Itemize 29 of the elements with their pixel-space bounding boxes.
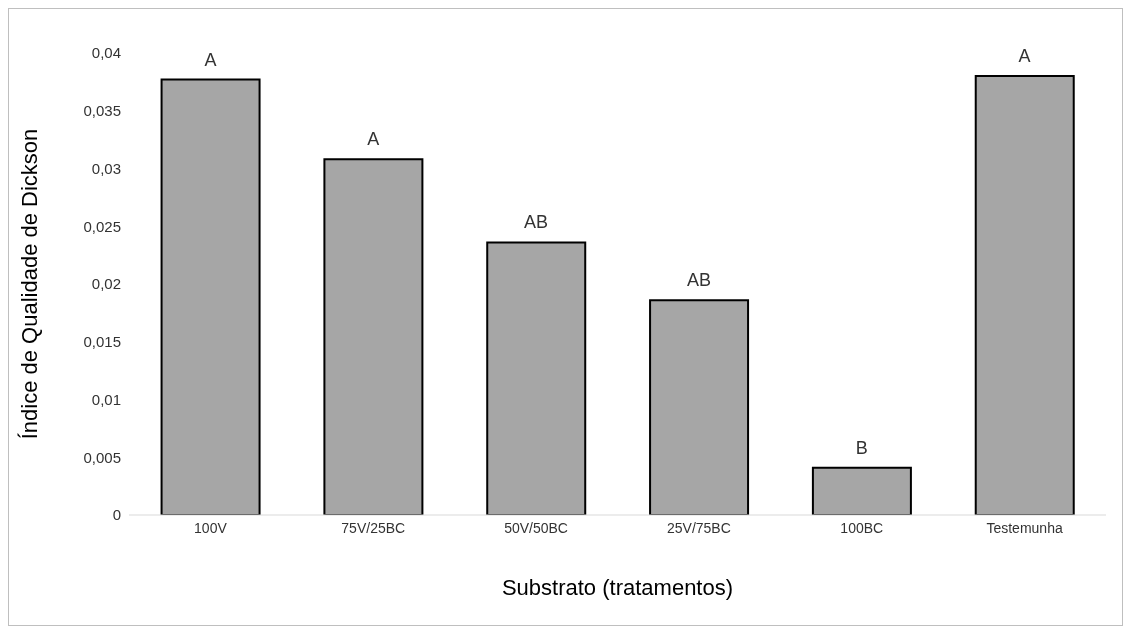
y-tick-label: 0,035: [83, 102, 121, 120]
y-tick-label: 0,01: [91, 390, 121, 408]
x-tick-label: 100BC: [840, 519, 884, 536]
x-tick-label: 75V/25BC: [341, 519, 406, 536]
bar: [974, 75, 1075, 515]
y-tick-label: 0: [112, 506, 121, 524]
bar: [811, 466, 912, 515]
annotation: A: [204, 49, 217, 70]
y-tick-label: 0,04: [91, 44, 121, 62]
y-axis-title: Índice de Qualidade de Dickson: [16, 128, 42, 440]
bar: [323, 158, 424, 515]
x-tick-label: 25V/75BC: [667, 519, 731, 536]
annotation: B: [855, 437, 868, 458]
annotation: A: [367, 129, 380, 150]
annotation: A: [1018, 46, 1031, 67]
annotation: AB: [686, 270, 711, 291]
y-tick-label: 0,025: [83, 217, 121, 235]
x-axis-title: Substrato (tratamentos): [501, 575, 734, 600]
x-tick-label: 100V: [194, 519, 228, 536]
y-tick-label: 0,02: [91, 275, 121, 293]
bar: [486, 241, 587, 515]
x-tick-label: 50V/50BC: [504, 519, 568, 536]
y-tick-label: 0,005: [83, 448, 121, 466]
bar: [160, 78, 261, 515]
x-tick-label: Testemunha: [986, 519, 1063, 536]
annotation: AB: [524, 212, 549, 233]
y-tick-label: 0,015: [83, 333, 121, 351]
bar: [649, 299, 750, 515]
y-tick-label: 0,03: [91, 159, 121, 177]
